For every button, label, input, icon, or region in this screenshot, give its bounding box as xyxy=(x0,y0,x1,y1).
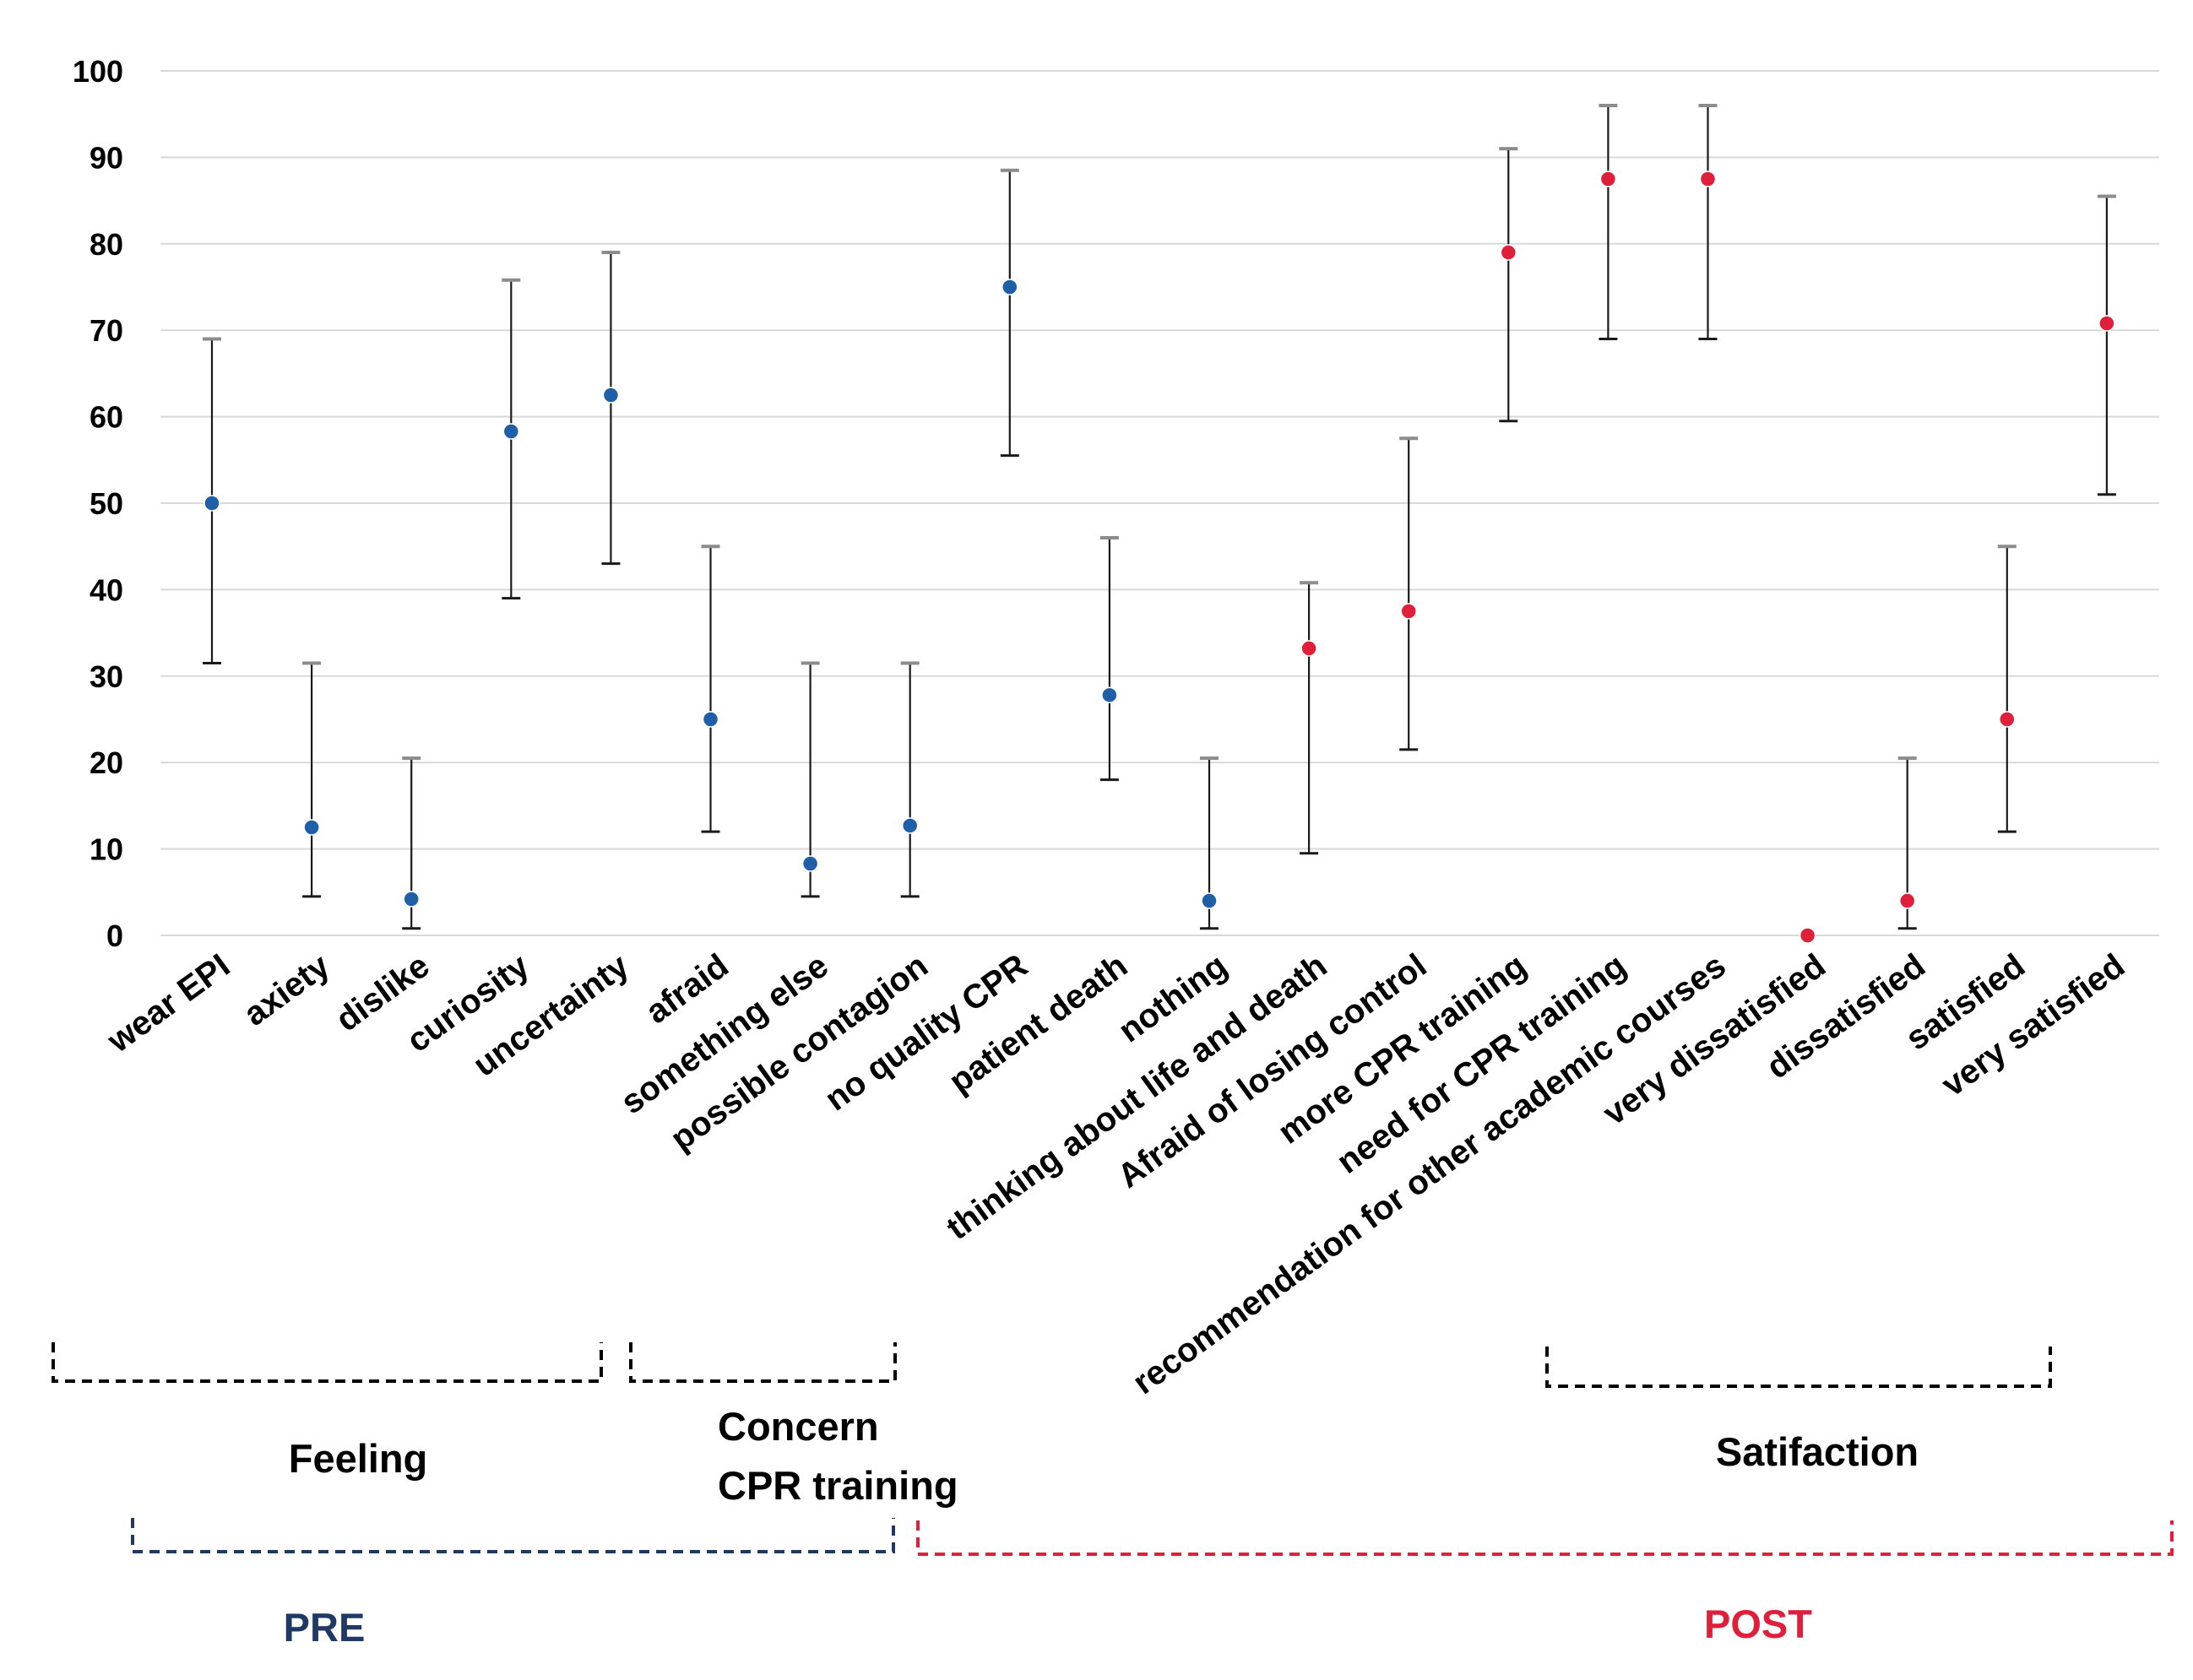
y-tick-label: 60 xyxy=(90,400,123,435)
data-point-something-else xyxy=(801,855,819,872)
x-axis-labels: wear EPI axietydislikecuriosityuncertaint… xyxy=(100,946,2131,1401)
y-tick-label: 40 xyxy=(90,572,123,607)
y-tick-label: 0 xyxy=(106,919,123,953)
group-label-satifaction: Satifaction xyxy=(1716,1429,1919,1474)
x-tick-label-patient-death: patient death xyxy=(942,947,1134,1101)
data-point-nothing xyxy=(1201,892,1218,909)
data-point-afraid-of-losing-control xyxy=(1400,603,1417,620)
data-point-uncertainty xyxy=(602,387,620,404)
error-bars xyxy=(203,103,2116,930)
y-tick-label: 90 xyxy=(90,140,123,175)
phase-bracket-post xyxy=(916,1520,2174,1556)
phase-label-post: POST xyxy=(1704,1601,1812,1646)
data-point-dislike xyxy=(403,891,420,908)
group-bracket-feeling xyxy=(52,1342,603,1383)
data-point-recommendation-for-other-academic-courses xyxy=(1699,171,1717,187)
phase-bracket-pre xyxy=(131,1518,895,1553)
x-tick-label-axiety: axiety xyxy=(237,946,337,1033)
y-tick-label: 10 xyxy=(90,832,123,867)
data-point-patient-death xyxy=(1101,686,1118,704)
y-tick-label: 30 xyxy=(90,659,123,694)
data-points xyxy=(204,171,2115,944)
group-bracket-satifaction xyxy=(1545,1347,2052,1388)
y-tick-label: 20 xyxy=(90,745,123,780)
category-groups: Feeling Concern CPR training Satifaction xyxy=(52,1342,2052,1508)
group-label-concern-cpr-training: Concern xyxy=(718,1404,879,1449)
data-point-satisfied xyxy=(1999,711,2016,728)
y-tick-label: 70 xyxy=(90,313,123,348)
x-tick-label-wear-epi: wear EPI xyxy=(100,947,237,1060)
phase-brackets: PRE POST xyxy=(131,1518,2174,1650)
data-point-thinking-about-life-and-death xyxy=(1300,640,1317,657)
group-label-concern-cpr-training: CPR training xyxy=(718,1463,958,1508)
data-point-wear-epi xyxy=(204,495,220,512)
data-point-more-cpr-training xyxy=(1500,244,1517,261)
data-point-very-satisfied xyxy=(2098,315,2115,332)
y-tick-label: 50 xyxy=(90,486,123,521)
data-point-afraid xyxy=(702,711,719,728)
y-tick-label: 100 xyxy=(73,54,123,89)
data-point-possible-contagion xyxy=(901,817,919,834)
group-bracket-concern-cpr-training xyxy=(629,1342,897,1383)
data-point-axiety xyxy=(303,819,320,836)
y-axis-ticks: 0 10 20 30 40 50 60 70 80 90 100 xyxy=(73,54,123,953)
data-point-no-quality-cpr xyxy=(1002,279,1018,295)
data-point-curiosity xyxy=(502,423,520,440)
phase-label-pre: PRE xyxy=(284,1605,366,1650)
y-gridlines xyxy=(160,70,2159,936)
data-point-very-dissatisfied xyxy=(1799,927,1816,944)
data-point-dissatisfied xyxy=(1898,892,1916,909)
group-label-feeling: Feeling xyxy=(289,1436,428,1481)
y-tick-label: 80 xyxy=(90,227,123,262)
data-point-need-for-cpr-training xyxy=(1599,171,1617,187)
